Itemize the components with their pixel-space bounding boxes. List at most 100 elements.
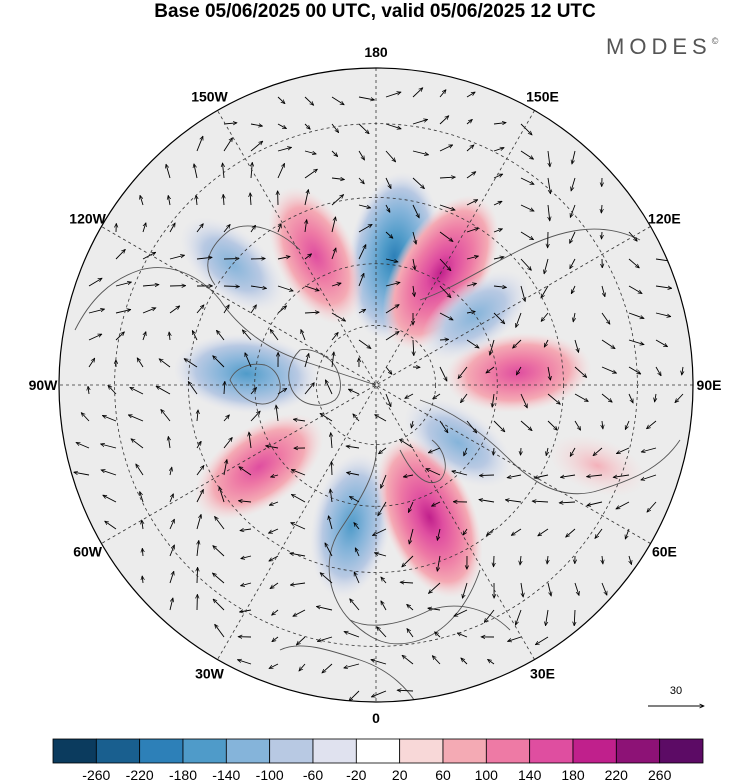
wind-vector-199 — [682, 366, 683, 375]
wind-vector-400 — [344, 663, 360, 668]
wind-vector-311 — [142, 520, 143, 530]
wind-vector-233 — [353, 414, 360, 422]
wind-vector-316 — [269, 528, 279, 534]
wind-vector-101 — [413, 258, 415, 270]
wind-vector-41 — [331, 178, 344, 180]
wind-vector-295 — [269, 501, 279, 505]
longitude-label-30w: 30W — [195, 665, 225, 681]
wind-vector-3 — [358, 96, 375, 100]
wind-vector-211 — [385, 393, 391, 407]
wind-vector-4 — [385, 92, 401, 98]
wind-vector-196 — [601, 366, 617, 373]
wind-vector-374 — [350, 599, 360, 611]
wind-vector-334 — [241, 555, 252, 559]
colorbar-tick-1: -220 — [126, 767, 154, 783]
wind-vector-335 — [269, 555, 279, 561]
longitude-label-30e: 30E — [530, 665, 555, 681]
wind-vector-259 — [464, 447, 468, 456]
wind-vector-74 — [223, 224, 230, 233]
wind-vectors — [74, 88, 683, 701]
wind-vector-359 — [400, 582, 414, 583]
wind-vector-391 — [435, 632, 441, 638]
wind-vector-55 — [223, 194, 224, 206]
colorbar-swatch-0 — [52, 738, 97, 764]
colorbar-tick-4: -100 — [256, 767, 284, 783]
wind-vector-245 — [76, 443, 90, 449]
wind-vector-202 — [130, 386, 144, 395]
wind-vector-317 — [291, 522, 306, 530]
wind-vector-185 — [304, 354, 309, 368]
wind-vector-303 — [479, 500, 495, 503]
wind-vector-45 — [439, 177, 455, 178]
wind-vector-306 — [559, 502, 576, 503]
wind-vector-312 — [169, 519, 175, 530]
wind-vector-356 — [320, 573, 333, 584]
wind-vector-327 — [566, 528, 576, 537]
wind-vector-113 — [142, 285, 159, 286]
wind-vector-31 — [493, 148, 504, 152]
colorbar-swatch-10 — [485, 738, 531, 764]
brand-logo: MODES© — [606, 34, 718, 60]
longitude-label-60w: 60W — [73, 544, 103, 560]
wind-vector-351 — [197, 567, 198, 584]
wind-vector-92 — [169, 255, 185, 260]
wind-vector-90 — [115, 249, 125, 260]
wind-vector-298 — [350, 497, 360, 503]
wind-vector-172 — [544, 339, 549, 347]
wind-vector-227 — [197, 410, 198, 422]
wind-vector-330 — [142, 548, 143, 557]
wind-vector-14 — [385, 123, 401, 129]
wind-vector-214 — [461, 393, 468, 403]
wind-vector-265 — [616, 447, 630, 455]
colorbar-tick-12: 220 — [605, 767, 629, 783]
coastline-alaska — [207, 225, 301, 286]
wind-vector-263 — [570, 447, 576, 456]
wind-vector-293 — [219, 487, 225, 503]
colorbar-swatch-4 — [225, 738, 271, 764]
wind-vector-390 — [407, 629, 414, 638]
wind-vector-264 — [593, 447, 603, 456]
wind-vector-235 — [411, 420, 413, 428]
reference-vector-label: 30 — [670, 685, 682, 697]
wind-vector-283 — [507, 474, 522, 478]
wind-vector-59 — [331, 195, 344, 206]
wind-vector-139 — [250, 305, 256, 314]
longitude-label-90w: 90W — [29, 377, 59, 393]
wind-vector-304 — [505, 500, 522, 502]
longitude-label-0: 0 — [372, 710, 380, 726]
wind-vector-155 — [88, 333, 102, 341]
wind-vector-262 — [546, 447, 548, 456]
colorbar-tick-6: -20 — [346, 767, 366, 783]
wind-vector-104 — [493, 257, 504, 259]
wind-vector-11 — [304, 123, 310, 129]
wind-vector-140 — [277, 306, 287, 314]
wind-vector-407 — [371, 690, 387, 697]
wind-vector-275 — [291, 470, 306, 476]
wind-vector-137 — [196, 305, 204, 314]
wind-vector-39 — [277, 163, 285, 179]
wind-vector-408 — [397, 690, 414, 691]
wind-vector-375 — [381, 601, 387, 611]
wind-vector-222 — [675, 393, 684, 403]
wind-vector-164 — [331, 332, 338, 341]
wind-vector-64 — [466, 199, 478, 206]
wind-vector-320 — [373, 528, 387, 536]
wind-vector-282 — [479, 475, 495, 476]
wind-vector-148 — [493, 312, 505, 324]
wind-vector-300 — [407, 501, 414, 513]
wind-vector-98 — [331, 248, 336, 260]
wind-vector-22 — [250, 141, 263, 152]
wind-vector-340 — [402, 555, 414, 567]
wind-vector-60 — [358, 204, 371, 208]
wind-vector-387 — [317, 636, 333, 641]
wind-vector-332 — [197, 541, 199, 557]
wind-vector-151 — [573, 312, 575, 322]
wind-vector-344 — [520, 555, 521, 565]
wind-vector-192 — [486, 366, 495, 373]
wind-vector-367 — [169, 598, 173, 611]
wind-vector-289 — [103, 495, 117, 503]
wind-vector-286 — [587, 475, 603, 477]
wind-vector-87 — [569, 231, 576, 243]
wind-vector-364 — [547, 582, 551, 596]
wind-vector-204 — [188, 382, 198, 395]
